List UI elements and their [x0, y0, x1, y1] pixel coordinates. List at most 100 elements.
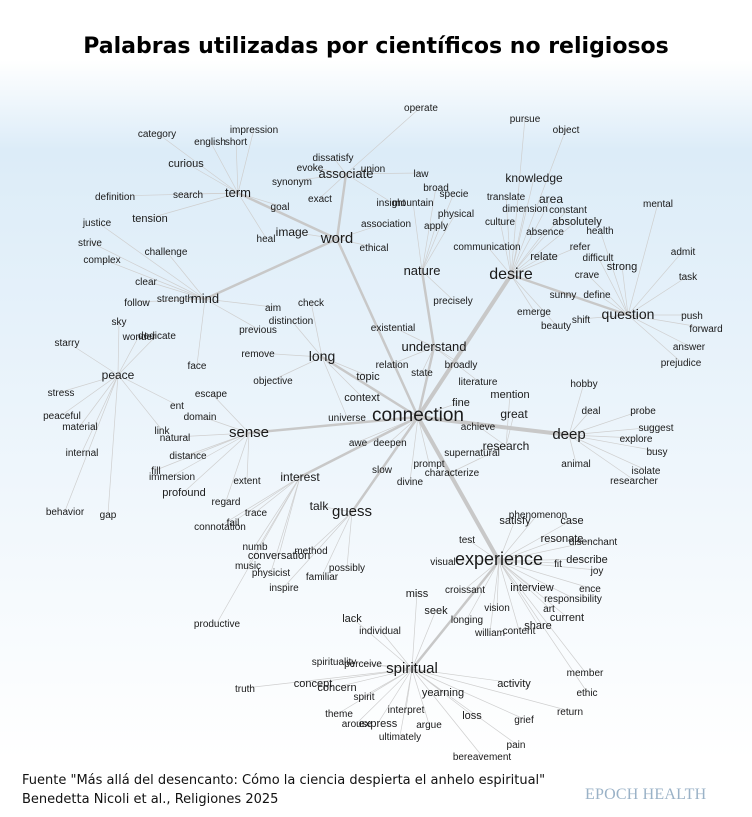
edge-forward-question [627, 314, 707, 329]
edge-search-term [187, 192, 239, 195]
word-node-context: context [344, 392, 379, 404]
word-node-push: push [681, 311, 703, 322]
word-node-answer: answer [673, 342, 706, 353]
word-node-ethical: ethical [360, 243, 389, 254]
word-node-emerge: emerge [517, 307, 551, 318]
edge-synonym-associate [291, 173, 347, 182]
hub-edge-desire-question [509, 273, 630, 317]
edge-previous-mind [204, 298, 259, 330]
word-node-visual: visual [430, 557, 456, 568]
hub-edge-word-mind [203, 237, 339, 301]
edge-seek-spiritual [411, 609, 437, 670]
source-line-1: Fuente "Más allá del desencanto: Cómo la… [22, 773, 546, 788]
word-node-achieve: achieve [461, 422, 496, 433]
edge-deal-deep [568, 409, 592, 436]
word-node-aim: aim [265, 303, 281, 314]
hub-edge-experience-spiritual [410, 559, 501, 671]
edge-aim-mind [204, 298, 274, 308]
edge-phenomenon-experience [498, 513, 539, 562]
word-node-mountain: mountain [392, 198, 433, 209]
word-node-remove: remove [241, 349, 275, 360]
source-citation: Fuente "Más allá del desencanto: Cómo la… [22, 771, 545, 809]
edge-possibly-guess [346, 511, 353, 568]
word-node-associate: associate [319, 166, 374, 181]
word-node-challenge: challenge [145, 247, 188, 258]
word-node-concept: concept [294, 678, 333, 690]
word-node-strength: strength [157, 294, 193, 305]
edge-absolutely-desire [510, 220, 578, 276]
edge-pursue-desire [510, 117, 526, 276]
word-node-current: current [550, 612, 584, 624]
word-node-crave: crave [575, 270, 600, 281]
edge-physical-nature [421, 212, 457, 272]
word-node-interest: interest [280, 470, 320, 484]
word-node-connection: connection [372, 405, 464, 426]
edge-check-long [310, 301, 323, 358]
edge-precisely-nature [421, 270, 454, 301]
edge-starry-peace [66, 341, 119, 376]
word-node-william: william [474, 628, 505, 639]
edge-face-mind [196, 298, 206, 366]
word-node-check: check [298, 298, 325, 309]
edge-emerge-desire [510, 274, 535, 312]
word-node-numb: numb [242, 542, 267, 553]
word-node-sky: sky [112, 317, 127, 328]
brand-logo: EPOCH HEALTH [585, 786, 707, 803]
word-node-physicist: physicist [252, 568, 291, 579]
edge-productive-interest [216, 476, 301, 624]
word-node-relation: relation [376, 360, 409, 371]
word-node-sunny: sunny [550, 290, 577, 301]
word-node-deep: deep [552, 426, 585, 443]
word-node-difficult: difficult [583, 253, 614, 264]
word-node-relate: relate [530, 251, 558, 263]
edge-internal-peace [81, 374, 119, 453]
word-node-absolutely: absolutely [552, 216, 602, 228]
edge-apply-nature [421, 224, 437, 272]
word-node-image: image [276, 225, 309, 239]
edge-relation-understand [391, 346, 435, 365]
network-labels: operate pursue object category impression eng… [43, 103, 723, 763]
word-node-dimension: dimension [502, 204, 548, 215]
word-node-fill: fill [151, 466, 160, 477]
edge-bereavement-spiritual [411, 668, 483, 757]
edge-define-question [596, 293, 629, 316]
word-node-return: return [557, 707, 583, 718]
word-node-explore: explore [620, 434, 653, 445]
word-node-domain: domain [184, 412, 217, 423]
edge-image-word [291, 231, 338, 240]
word-node-distance: distance [169, 451, 207, 462]
edge-behavior-peace [64, 374, 119, 512]
edge-clear-mind [145, 280, 206, 300]
word-node-extent: extent [233, 476, 260, 487]
edge-achieve-research [477, 425, 507, 447]
word-node-test: test [459, 535, 475, 546]
word-node-ent: ent [170, 401, 184, 412]
word-node-broad: broad [423, 183, 449, 194]
edge-peaceful-peace [61, 374, 119, 416]
edge-universe-long [321, 356, 348, 418]
edge-association-word [336, 222, 387, 240]
edge-content-experience [498, 560, 520, 631]
word-node-guess: guess [332, 503, 372, 520]
edge-express-spiritual [377, 668, 413, 724]
edge-prompt-connection [417, 416, 430, 464]
edge-refer-desire [510, 245, 581, 276]
edge-strength-mind [174, 297, 206, 300]
edge-member-experience [498, 560, 586, 673]
word-node-category: category [138, 129, 176, 140]
edge-gap-peace [107, 374, 119, 515]
edge-dissatisfy-associate [332, 156, 347, 175]
word-node-experience: experience [455, 549, 543, 569]
edge-grief-spiritual [411, 668, 525, 720]
word-node-fit: fit [554, 559, 562, 570]
word-node-satisfy: satisfy [499, 515, 531, 527]
word-node-long: long [309, 348, 335, 364]
word-node-hobby: hobby [570, 379, 597, 390]
edge-distance-sense [187, 432, 250, 456]
word-node-dissatisfy: dissatisfy [312, 153, 353, 164]
hub-edge-understand-nature [420, 269, 436, 349]
word-node-fail: fail [227, 518, 240, 529]
word-node-pain: pain [507, 740, 526, 751]
edge-william-experience [489, 560, 500, 633]
